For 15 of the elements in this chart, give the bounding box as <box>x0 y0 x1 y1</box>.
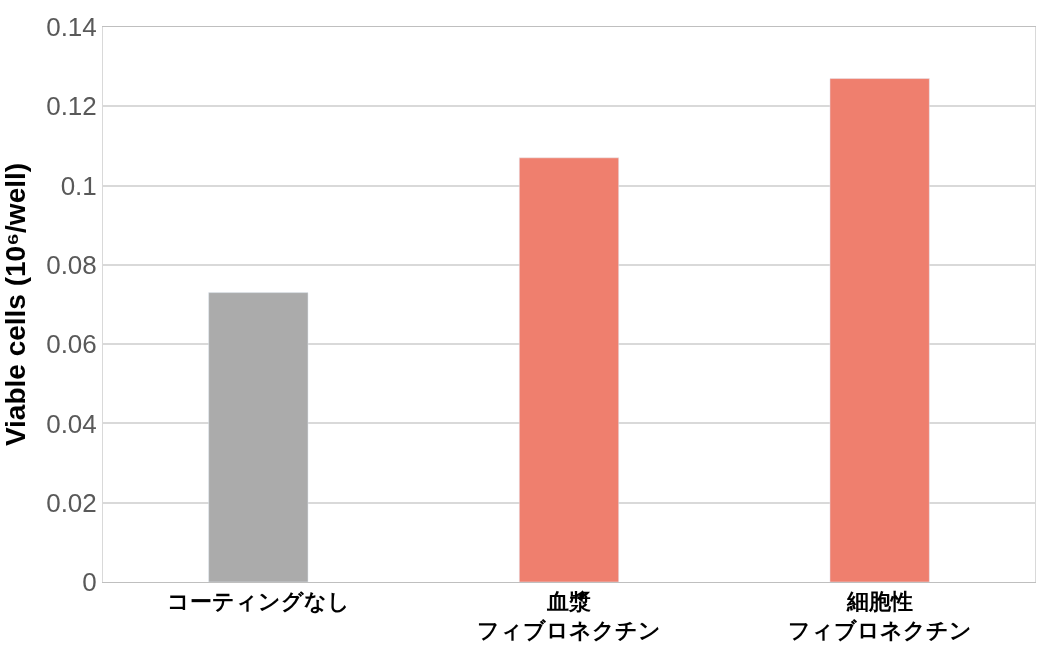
y-tick-label: 0.12 <box>46 91 97 122</box>
y-tick-label: 0.06 <box>46 329 97 360</box>
y-tick-label: 0.02 <box>46 487 97 518</box>
bar <box>829 78 930 582</box>
y-tick-label: 0.14 <box>46 12 97 43</box>
y-tick-label: 0.08 <box>46 249 97 280</box>
bar <box>208 292 309 582</box>
x-tick-label: コーティングなし <box>166 589 350 615</box>
y-tick-label: 0.1 <box>60 170 97 201</box>
y-tick-label: 0.04 <box>46 408 97 439</box>
x-tick-label: 細胞性フィブロネクチン <box>787 589 972 643</box>
y-tick-label: 0 <box>82 567 97 598</box>
y-axis-title: Viable cells (10⁶/well) <box>0 162 31 447</box>
x-tick-label: 血漿フィブロネクチン <box>477 589 661 643</box>
bar <box>519 157 619 582</box>
